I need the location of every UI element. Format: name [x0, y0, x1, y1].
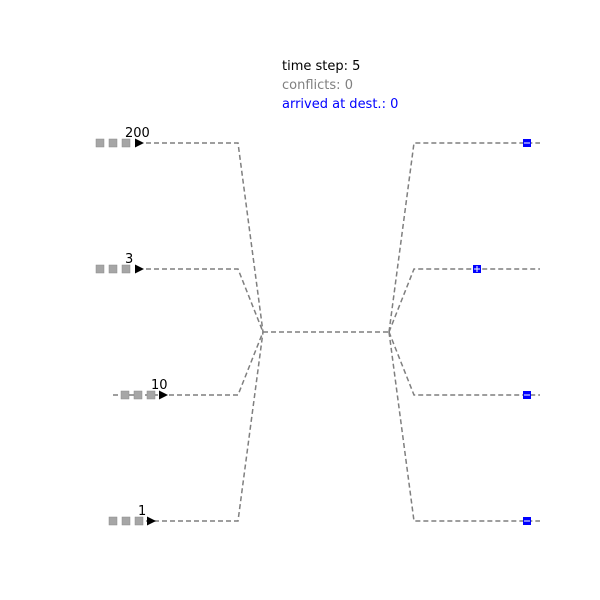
destination-track-4	[388, 331, 540, 522]
queued-vehicle	[121, 516, 131, 526]
source-priority-label: 200	[125, 126, 150, 141]
arrived-label: arrived at dest.:	[282, 97, 386, 112]
status-arrived: arrived at dest.: 0	[282, 97, 398, 113]
source-track-4	[146, 331, 264, 522]
queued-vehicle	[95, 264, 105, 274]
head-vehicle-arrow	[135, 138, 144, 148]
status-time-step: time step: 5	[282, 59, 360, 75]
queued-vehicle	[146, 390, 156, 400]
status-conflicts: conflicts: 0	[282, 78, 353, 94]
time-step-label: time step:	[282, 59, 349, 74]
source-track-2	[146, 268, 264, 333]
conflicts-label: conflicts:	[282, 78, 341, 93]
source-track-3	[113, 331, 264, 396]
source-track-1	[146, 142, 264, 333]
destination-track-3	[388, 331, 540, 396]
head-vehicle-arrow	[147, 516, 156, 526]
queued-vehicle	[95, 138, 105, 148]
queued-vehicle	[133, 390, 143, 400]
source-priority-label: 10	[151, 378, 168, 393]
destination-track-2	[388, 268, 540, 333]
queued-vehicle	[108, 516, 118, 526]
head-vehicle-arrow	[135, 264, 144, 274]
queued-vehicle	[121, 264, 131, 274]
queued-vehicle	[120, 390, 130, 400]
head-vehicle-arrow	[159, 390, 168, 400]
queued-vehicle	[134, 516, 144, 526]
vehicles-layer	[95, 138, 531, 526]
queued-vehicle	[108, 138, 118, 148]
arrived-value: 0	[390, 97, 399, 112]
destination-track-1	[388, 142, 540, 333]
conflicts-value: 0	[344, 78, 353, 93]
priority-labels: 200 3 10 1	[125, 126, 168, 519]
time-step-value: 5	[352, 59, 361, 74]
queued-vehicle	[108, 264, 118, 274]
source-priority-label: 1	[138, 504, 146, 519]
track-lines	[113, 142, 540, 522]
source-priority-label: 3	[125, 252, 133, 267]
queued-vehicle	[121, 138, 131, 148]
